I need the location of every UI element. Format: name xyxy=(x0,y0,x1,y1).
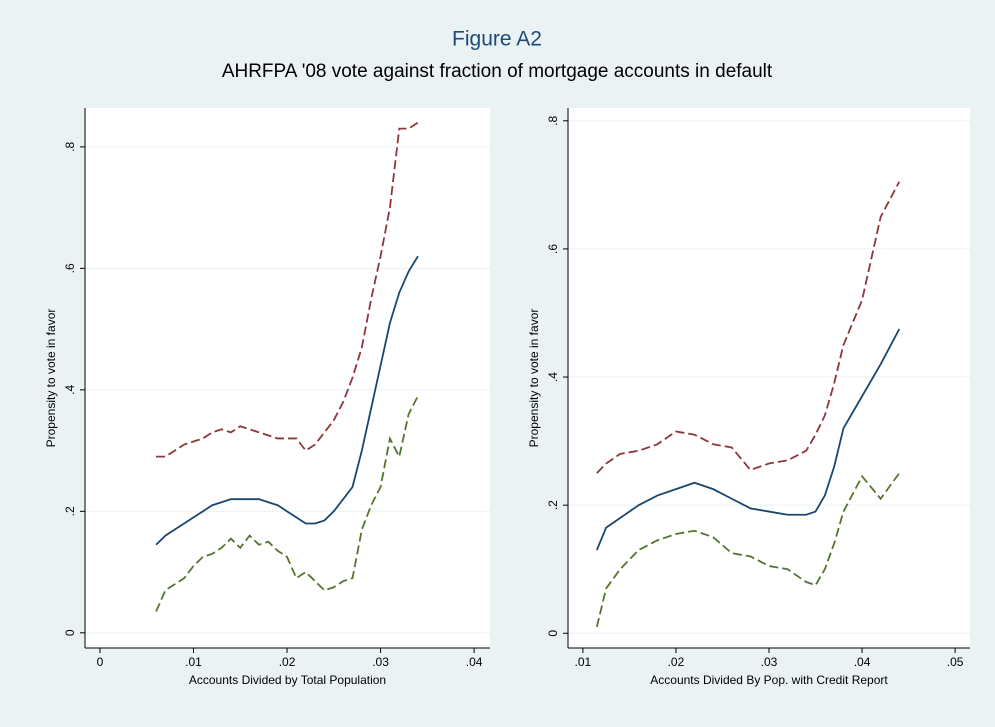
x-axis-label: Accounts Divided by Total Population xyxy=(189,673,386,687)
line-series xyxy=(596,328,901,551)
y-tick-label: .8 xyxy=(546,115,560,125)
x-tick-label: .03 xyxy=(761,655,778,669)
x-tick-label: .03 xyxy=(372,655,389,669)
y-tick-label: .2 xyxy=(546,500,560,510)
y-tick-label: .8 xyxy=(63,142,77,152)
line-series xyxy=(155,255,419,546)
x-axis-label: Accounts Divided By Pop. with Credit Rep… xyxy=(650,673,888,687)
y-axis-label: Propensity to vote in favor xyxy=(527,309,541,448)
y-tick-label: .2 xyxy=(63,506,77,516)
x-tick-label: .01 xyxy=(575,655,592,669)
figure-subtitle: AHRFPA '08 vote against fraction of mort… xyxy=(222,61,773,82)
y-tick-label: .4 xyxy=(546,372,560,382)
plot-area xyxy=(85,108,490,648)
figure-title: Figure A2 xyxy=(452,28,542,51)
y-tick-label: .6 xyxy=(546,244,560,254)
x-tick-label: .04 xyxy=(466,655,483,669)
y-axis-label: Propensity to vote in favor xyxy=(44,309,58,448)
x-tick-label: .01 xyxy=(185,655,202,669)
line-series xyxy=(155,395,419,612)
x-tick-label: .02 xyxy=(668,655,685,669)
line-series xyxy=(596,181,901,474)
x-tick-label: 0 xyxy=(97,655,104,669)
y-tick-label: .4 xyxy=(63,385,77,395)
x-tick-label: .05 xyxy=(947,655,964,669)
line-series xyxy=(595,472,901,628)
plot-area xyxy=(568,108,970,648)
x-tick-label: .02 xyxy=(279,655,296,669)
y-tick-label: 0 xyxy=(546,630,560,637)
y-tick-label: 0 xyxy=(63,629,77,636)
y-tick-label: .6 xyxy=(63,263,77,273)
x-tick-label: .04 xyxy=(854,655,871,669)
